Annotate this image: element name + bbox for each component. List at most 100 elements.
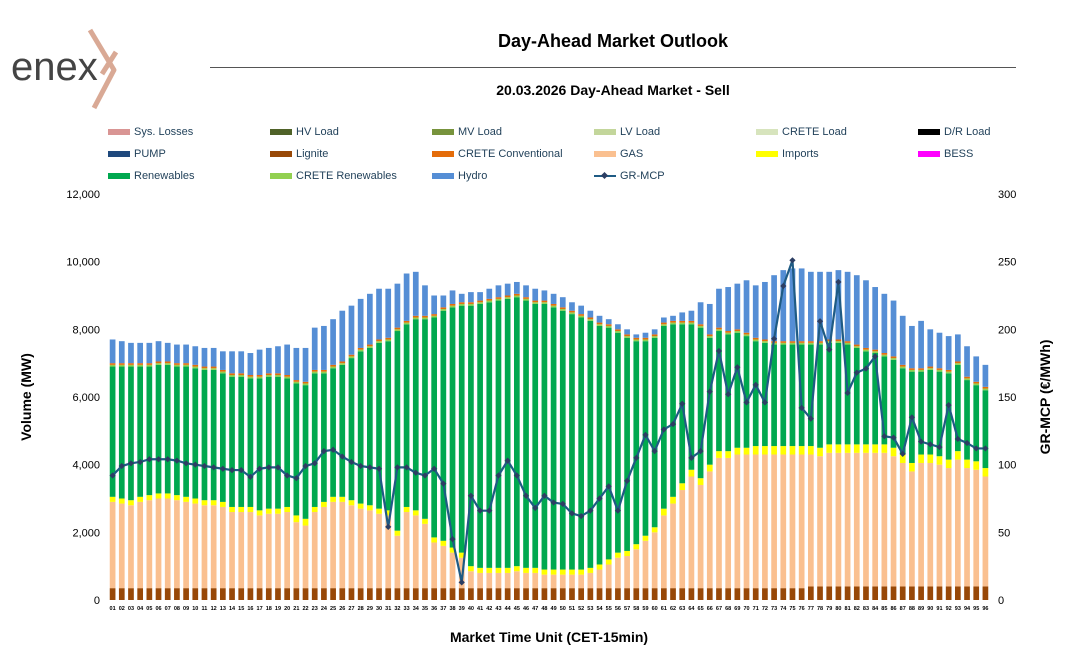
- bar-crete-conventional: [284, 375, 291, 377]
- bar-lignite: [275, 588, 281, 600]
- bar-crete-conventional: [670, 320, 676, 323]
- bar-crete-conventional: [550, 303, 557, 306]
- x-tick-label: 67: [716, 606, 722, 612]
- bar-lignite: [853, 586, 860, 600]
- bar-lignite: [789, 588, 796, 600]
- bar-crete-conventional: [955, 361, 961, 364]
- bar-imports: [587, 567, 594, 573]
- x-tick-label: 07: [165, 606, 171, 612]
- bar-hydro: [367, 293, 373, 345]
- bar-hydro: [385, 288, 392, 338]
- bar-imports: [651, 527, 658, 533]
- legend-swatch: [270, 129, 292, 135]
- bar-crete-renewables: [532, 302, 539, 304]
- x-tick-label: 69: [734, 606, 740, 612]
- bar-imports: [826, 444, 833, 453]
- bar-crete-conventional: [155, 361, 162, 364]
- bar-lignite: [706, 588, 713, 600]
- bar-crete-conventional: [578, 314, 585, 316]
- legend-label: Lignite: [296, 148, 329, 160]
- bar-hydro: [357, 298, 364, 348]
- bar-gas: [559, 574, 566, 589]
- bar-imports: [688, 469, 695, 477]
- bar-renewables: [422, 319, 428, 519]
- bar-renewables: [265, 376, 272, 509]
- bar-hydro: [431, 295, 438, 315]
- bar-renewables: [973, 385, 980, 462]
- bar-imports: [835, 444, 842, 453]
- bar-crete-conventional: [844, 341, 851, 343]
- bar-gas: [817, 456, 823, 587]
- bar-gas: [955, 459, 961, 587]
- x-tick-label: 37: [440, 606, 446, 612]
- bar-hydro: [403, 273, 410, 321]
- bar-renewables: [109, 366, 116, 497]
- bar-renewables: [330, 368, 336, 497]
- y-tick-label: 4,000: [72, 460, 100, 472]
- bar-lignite: [128, 588, 134, 600]
- bar-hydro: [376, 288, 382, 340]
- bar-hydro: [311, 327, 318, 370]
- bar-crete-renewables: [798, 342, 805, 345]
- bar-imports: [339, 496, 346, 502]
- bar-lignite: [844, 586, 851, 600]
- bar-lignite: [780, 588, 787, 600]
- bar-gas: [605, 564, 612, 589]
- bar-crete-conventional: [605, 324, 612, 326]
- x-tick-label: 54: [596, 606, 603, 612]
- bar-gas: [826, 452, 833, 587]
- bar-hydro: [808, 271, 814, 342]
- bar-gas: [192, 503, 199, 589]
- bar-crete-conventional: [762, 339, 768, 342]
- legend-swatch: [756, 151, 778, 157]
- bar-imports: [201, 500, 208, 506]
- legend-swatch: [594, 171, 616, 181]
- bar-hydro: [118, 341, 125, 364]
- bar-hydro: [716, 288, 722, 328]
- bar-imports: [955, 451, 961, 460]
- bar-renewables: [559, 310, 566, 570]
- bar-renewables: [376, 342, 382, 509]
- gr-mcp-point: [927, 441, 934, 448]
- bar-imports: [367, 505, 373, 511]
- enex-logo: enex: [8, 28, 140, 112]
- bar-hydro: [835, 270, 842, 340]
- bar-crete-renewables: [982, 388, 989, 391]
- bar-renewables: [495, 300, 502, 568]
- bar-crete-renewables: [284, 376, 291, 379]
- bar-lignite: [449, 588, 456, 600]
- x-tick-label: 11: [202, 606, 208, 612]
- bar-hydro: [192, 346, 199, 365]
- bar-renewables: [284, 378, 291, 507]
- chart-subtitle: 20.03.2026 Day-Ahead Market - Sell: [496, 82, 730, 98]
- bar-imports: [284, 506, 291, 513]
- bar-renewables: [532, 303, 539, 568]
- bar-lignite: [955, 586, 961, 600]
- bar-imports: [679, 483, 686, 491]
- bar-crete-renewables: [642, 339, 649, 342]
- bar-gas: [633, 549, 640, 589]
- y-tick-label: 10,000: [66, 257, 100, 269]
- bar-imports: [569, 569, 575, 575]
- x-tick-label: 16: [247, 606, 253, 612]
- legend-swatch: [756, 129, 778, 135]
- bar-renewables: [394, 331, 401, 531]
- x-tick-label: 20: [284, 606, 290, 612]
- bar-gas: [532, 572, 539, 589]
- x-tick-label: 72: [762, 606, 768, 612]
- x-tick-label: 29: [367, 606, 373, 612]
- bar-crete-renewables: [311, 371, 318, 374]
- gr-mcp-point: [311, 460, 318, 467]
- bar-crete-renewables: [220, 371, 226, 374]
- bar-gas: [734, 454, 741, 589]
- bar-crete-renewables: [945, 371, 952, 374]
- bar-renewables: [128, 366, 134, 501]
- x-tick-label: 87: [900, 606, 906, 612]
- bar-hydro: [330, 319, 336, 365]
- bar-gas: [220, 506, 226, 589]
- gr-mcp-point: [614, 507, 622, 514]
- legend-item-sys-losses: Sys. Losses: [108, 124, 193, 140]
- title-divider: [210, 67, 1016, 68]
- bar-imports: [817, 447, 823, 457]
- x-tick-label: 78: [817, 606, 823, 612]
